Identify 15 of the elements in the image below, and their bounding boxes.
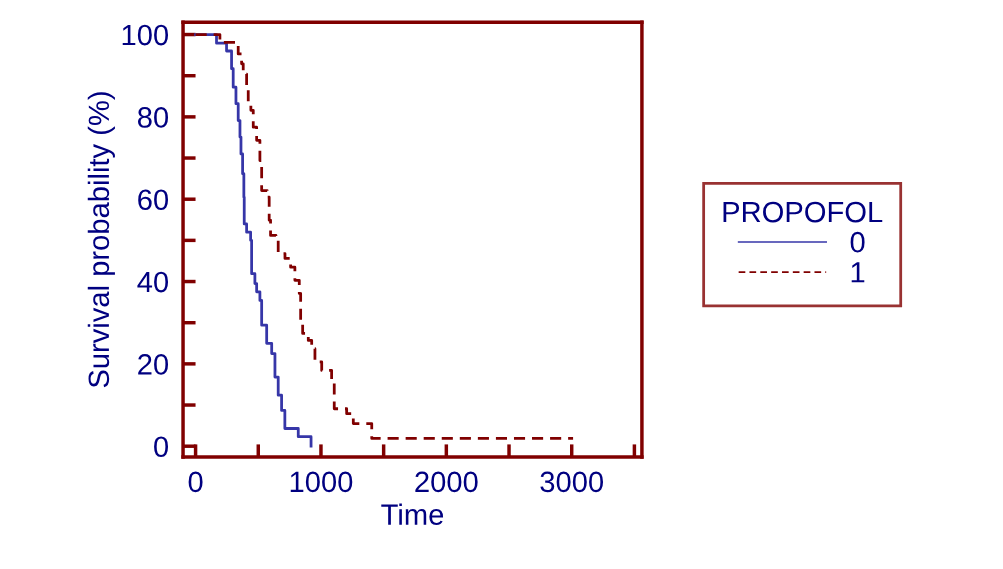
x-axis-title: Time	[381, 503, 444, 525]
legend-label: 0	[850, 231, 865, 253]
x-tick-label: 3000	[540, 471, 604, 493]
x-tick-label: 1000	[290, 471, 353, 493]
legend-label: 1	[851, 262, 865, 283]
y-tick-label: 100	[122, 24, 169, 46]
y-tick-label: 0	[154, 436, 169, 458]
y-tick-label: 40	[137, 271, 169, 293]
y-tick-label: 20	[138, 354, 169, 375]
y-tick-label: 60	[138, 189, 169, 211]
legend-title: PROPOFOL	[723, 201, 883, 223]
y-tick-label: 80	[137, 107, 169, 128]
x-tick-label: 2000	[415, 471, 478, 493]
y-axis-title: Survival probability (%)	[87, 92, 115, 388]
x-tick-label: 0	[188, 471, 203, 493]
